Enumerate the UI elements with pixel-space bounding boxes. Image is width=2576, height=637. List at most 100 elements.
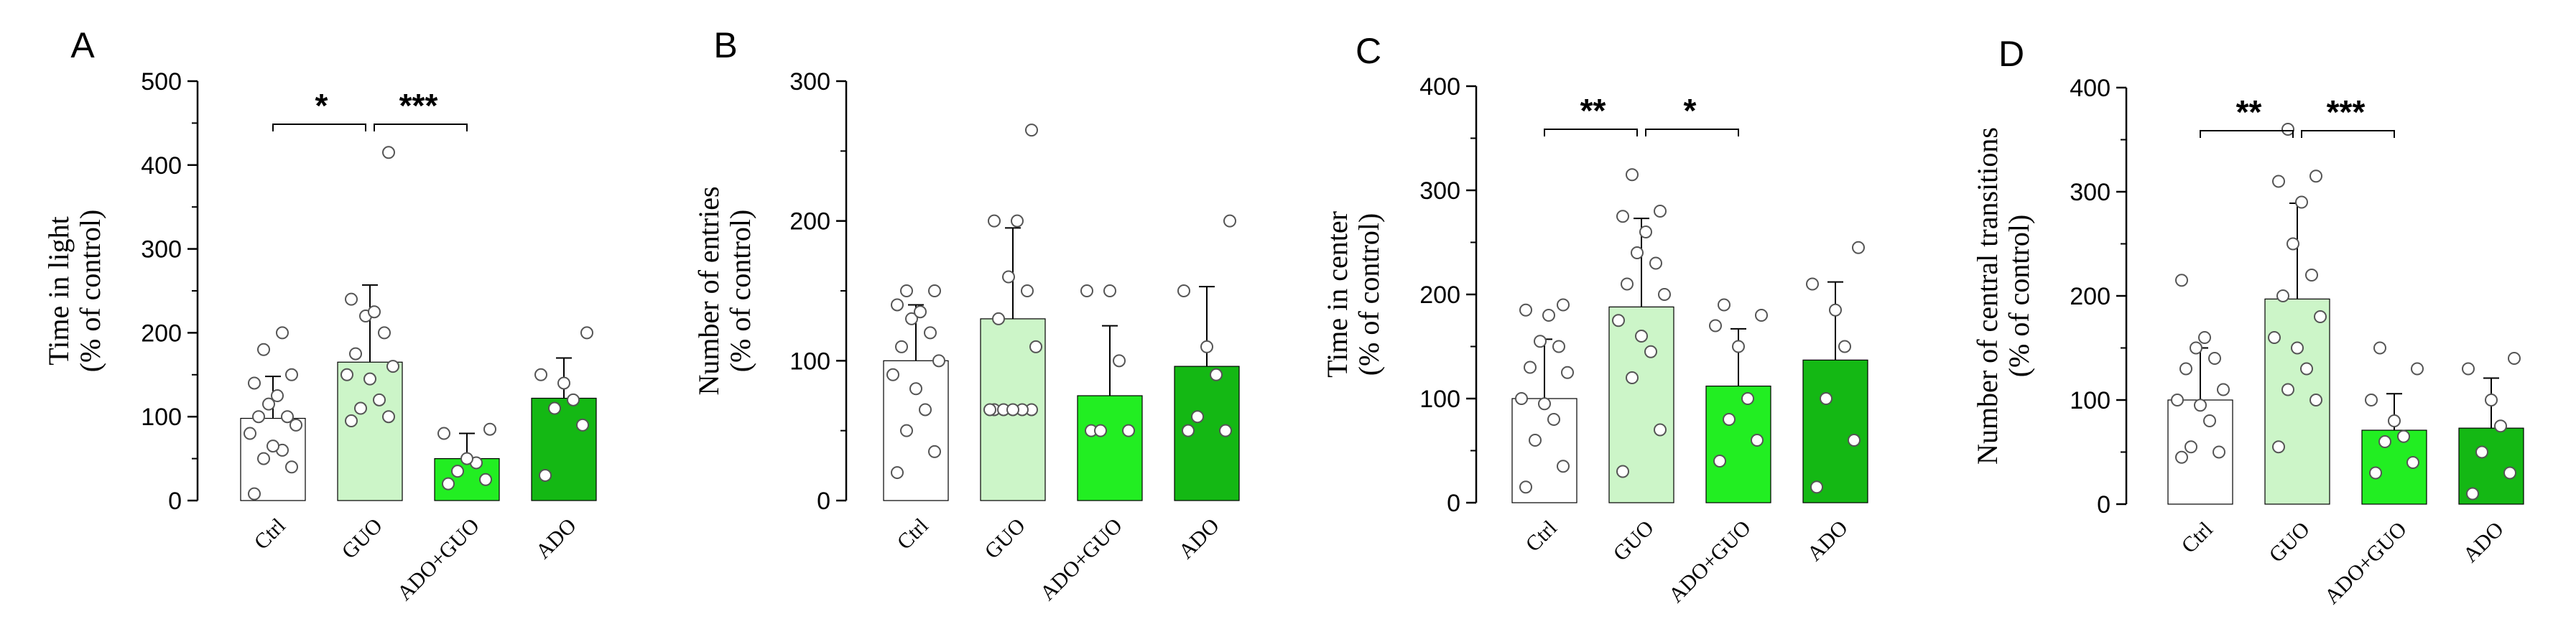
data-point	[271, 389, 284, 402]
data-point	[1534, 335, 1547, 348]
data-point	[2175, 450, 2188, 464]
data-point	[2291, 341, 2304, 355]
data-point	[349, 347, 362, 361]
data-point	[2508, 352, 2521, 365]
significance-bracket	[374, 124, 468, 131]
data-point	[1709, 319, 1722, 333]
data-point	[1635, 330, 1648, 343]
data-point	[2388, 414, 2401, 427]
y-tick-label: 200	[141, 320, 182, 347]
data-point	[2213, 445, 2225, 459]
data-point	[368, 305, 381, 319]
data-point	[2309, 394, 2322, 406]
y-tick-label: 0	[1447, 490, 1460, 517]
panel-letter: D	[1998, 34, 2024, 74]
data-point	[2411, 362, 2424, 376]
data-point	[2203, 414, 2216, 427]
data-point	[992, 312, 1005, 325]
data-point	[1025, 124, 1038, 137]
data-point	[1649, 256, 1662, 270]
y-tick-label: 300	[2070, 179, 2111, 206]
y-axis-title-line-1: Time in light	[42, 216, 75, 365]
category-label: Ctrl	[2177, 517, 2217, 557]
data-point	[382, 410, 395, 424]
data-point	[2276, 289, 2289, 302]
data-point	[354, 401, 367, 415]
data-point	[1848, 434, 1861, 447]
data-point	[988, 214, 1001, 228]
data-point	[1654, 205, 1667, 218]
data-point	[2208, 352, 2221, 365]
data-point	[580, 326, 593, 340]
data-point	[2314, 310, 2327, 323]
y-tick-label: 100	[141, 404, 182, 431]
y-axis-title-line-2: (% of control)	[2003, 215, 2035, 378]
data-point	[483, 422, 496, 436]
panel-letter: B	[713, 25, 737, 65]
data-point	[1557, 298, 1570, 312]
data-point	[1547, 413, 1560, 426]
y-tick-label: 400	[1419, 73, 1460, 101]
bar-ado	[1802, 359, 1868, 503]
data-point	[1616, 210, 1629, 223]
data-point	[919, 403, 932, 417]
category-label: ADO	[532, 513, 581, 563]
category-label: ADO+GUO	[1664, 516, 1756, 607]
significance-label: *	[1684, 92, 1697, 129]
y-tick-label: 400	[141, 152, 182, 180]
data-point	[257, 343, 270, 356]
data-point	[257, 452, 270, 465]
y-tick-label: 200	[1419, 282, 1460, 309]
data-point	[437, 427, 450, 440]
y-axis-title-line-1: Number of entries	[692, 186, 725, 395]
chart-panel-D: D 0 100 200 300 400 Number of central transiti…	[1971, 34, 2524, 609]
y-axis-title: Time in center (% of control)	[1321, 211, 1385, 378]
data-point	[382, 146, 395, 159]
significance-label: ***	[2327, 93, 2366, 131]
data-point	[1626, 371, 1639, 384]
data-point	[2475, 445, 2488, 459]
data-point	[2272, 175, 2285, 188]
data-point	[539, 468, 552, 482]
data-point	[442, 477, 455, 490]
data-point	[1113, 354, 1126, 368]
data-point	[281, 410, 294, 424]
category-label: ADO+GUO	[393, 513, 484, 605]
y-tick-label: 300	[789, 68, 830, 96]
data-point	[914, 305, 927, 319]
data-point	[285, 460, 298, 474]
data-point	[1524, 361, 1537, 374]
data-point	[1557, 460, 1570, 473]
data-point	[891, 298, 904, 312]
data-point	[1029, 340, 1042, 353]
data-point	[2184, 440, 2197, 454]
data-point	[1011, 214, 1024, 228]
data-point	[932, 354, 945, 368]
y-axis-title: Number of entries (% of control)	[692, 186, 756, 395]
data-point	[1644, 345, 1657, 358]
significance-label: **	[1580, 92, 1606, 129]
data-point	[378, 326, 391, 340]
data-point	[340, 368, 353, 381]
data-point	[451, 465, 464, 478]
data-point	[1519, 480, 1532, 494]
data-point	[909, 382, 922, 396]
data-point	[1755, 309, 1768, 322]
y-axis-title-line-2: (% of control)	[74, 210, 106, 373]
data-point	[2281, 383, 2294, 396]
category-label: ADO+GUO	[1036, 513, 1127, 605]
data-point	[267, 440, 279, 453]
data-point	[1552, 340, 1565, 353]
data-point	[1002, 270, 1015, 284]
data-point	[1210, 368, 1223, 381]
data-point	[1182, 424, 1195, 437]
data-point	[248, 376, 261, 390]
data-point	[1006, 403, 1019, 417]
significance-bracket	[2200, 130, 2294, 138]
y-axis-title-line-1: Time in center	[1321, 211, 1353, 378]
data-point	[1616, 465, 1629, 478]
category-label: GUO	[981, 513, 1030, 563]
bar-ado	[531, 397, 597, 501]
data-point	[1723, 413, 1736, 426]
